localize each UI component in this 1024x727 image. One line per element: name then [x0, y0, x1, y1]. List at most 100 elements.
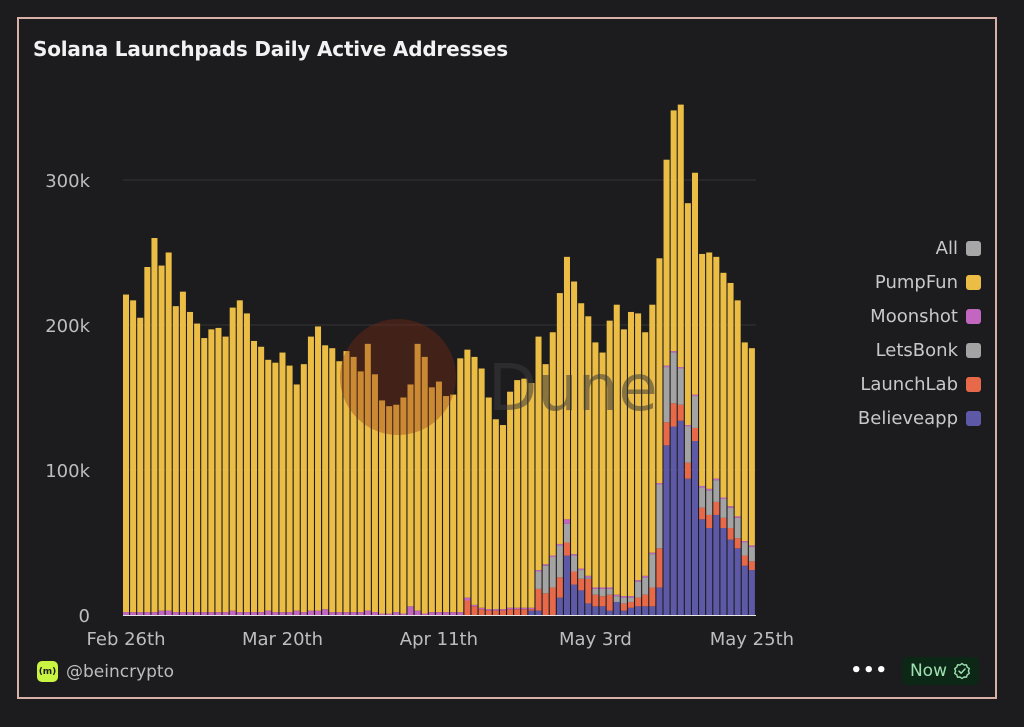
- bar-letsbonk[interactable]: [585, 577, 592, 579]
- bar-moonshot[interactable]: [137, 612, 144, 615]
- bar-launchlab[interactable]: [542, 593, 549, 615]
- bar-launchlab[interactable]: [649, 587, 656, 607]
- bar-moonshot[interactable]: [329, 612, 336, 615]
- bar-believeapp[interactable]: [599, 606, 606, 615]
- bar-moonshot[interactable]: [627, 596, 634, 598]
- bar-moonshot[interactable]: [492, 609, 499, 611]
- bar-launchlab[interactable]: [549, 587, 556, 615]
- bar-letsbonk[interactable]: [535, 571, 542, 589]
- bar-believeapp[interactable]: [585, 603, 592, 615]
- bar-stack[interactable]: [734, 300, 741, 615]
- bar-stack[interactable]: [521, 378, 528, 615]
- bar-pumpfun[interactable]: [428, 387, 435, 613]
- bar-pumpfun[interactable]: [499, 425, 506, 610]
- bar-pumpfun[interactable]: [201, 338, 208, 613]
- bar-stack[interactable]: [592, 342, 599, 615]
- bar-pumpfun[interactable]: [286, 365, 293, 613]
- bar-pumpfun[interactable]: [300, 364, 307, 613]
- bar-stack[interactable]: [322, 345, 329, 615]
- legend-item-all[interactable]: All: [858, 231, 981, 265]
- bar-stack[interactable]: [286, 365, 293, 615]
- bar-letsbonk[interactable]: [684, 426, 691, 463]
- bar-pumpfun[interactable]: [343, 351, 350, 613]
- bar-moonshot[interactable]: [236, 612, 243, 615]
- bar-moonshot[interactable]: [727, 506, 734, 508]
- bar-pumpfun[interactable]: [478, 368, 485, 608]
- bar-believeapp[interactable]: [691, 441, 698, 615]
- bar-launchlab[interactable]: [499, 610, 506, 615]
- bar-pumpfun[interactable]: [592, 342, 599, 588]
- bar-stack[interactable]: [670, 110, 677, 615]
- bar-launchlab[interactable]: [492, 610, 499, 615]
- bar-stack[interactable]: [151, 238, 158, 615]
- bar-pumpfun[interactable]: [620, 329, 627, 597]
- bar-pumpfun[interactable]: [613, 304, 620, 595]
- bar-pumpfun[interactable]: [179, 291, 186, 613]
- bar-moonshot[interactable]: [578, 568, 585, 571]
- bar-pumpfun[interactable]: [535, 336, 542, 571]
- legend-item-moonshot[interactable]: Moonshot: [858, 299, 981, 333]
- bar-stack[interactable]: [137, 317, 144, 615]
- bar-moonshot[interactable]: [478, 607, 485, 610]
- bar-pumpfun[interactable]: [734, 300, 741, 517]
- bar-stack[interactable]: [478, 368, 485, 616]
- more-options-icon[interactable]: •••: [850, 660, 888, 681]
- bar-launchlab[interactable]: [578, 578, 585, 591]
- bar-launchlab[interactable]: [677, 404, 684, 421]
- bar-moonshot[interactable]: [371, 612, 378, 615]
- bar-pumpfun[interactable]: [322, 345, 329, 610]
- bar-moonshot[interactable]: [563, 519, 570, 524]
- bar-pumpfun[interactable]: [236, 300, 243, 613]
- bar-believeapp[interactable]: [635, 606, 642, 615]
- bar-pumpfun[interactable]: [272, 362, 279, 613]
- bar-moonshot[interactable]: [585, 575, 592, 578]
- bar-pumpfun[interactable]: [464, 349, 471, 598]
- bar-moonshot[interactable]: [286, 612, 293, 615]
- bar-moonshot[interactable]: [272, 612, 279, 615]
- bar-letsbonk[interactable]: [613, 596, 620, 602]
- bar-pumpfun[interactable]: [194, 323, 201, 613]
- bar-letsbonk[interactable]: [649, 554, 656, 588]
- bar-moonshot[interactable]: [172, 612, 179, 615]
- bar-stack[interactable]: [315, 326, 322, 615]
- bar-stack[interactable]: [258, 346, 265, 615]
- bar-pumpfun[interactable]: [656, 258, 663, 484]
- bar-moonshot[interactable]: [485, 609, 492, 611]
- bar-letsbonk[interactable]: [713, 480, 720, 502]
- author-handle[interactable]: @beincrypto: [66, 661, 175, 682]
- bar-launchlab[interactable]: [734, 538, 741, 549]
- bar-stack[interactable]: [684, 203, 691, 615]
- bar-moonshot[interactable]: [592, 587, 599, 589]
- bar-launchlab[interactable]: [713, 501, 720, 515]
- bar-pumpfun[interactable]: [393, 404, 400, 613]
- bar-moonshot[interactable]: [499, 609, 506, 611]
- bar-stack[interactable]: [713, 256, 720, 615]
- bar-stack[interactable]: [435, 381, 442, 615]
- bar-launchlab[interactable]: [571, 571, 578, 585]
- bar-launchlab[interactable]: [507, 609, 514, 615]
- bar-stack[interactable]: [201, 338, 208, 615]
- bar-stack[interactable]: [556, 293, 563, 615]
- freshness-badge[interactable]: Now: [901, 657, 979, 685]
- bar-moonshot[interactable]: [699, 485, 706, 488]
- bar-launchlab[interactable]: [699, 507, 706, 520]
- bar-stack[interactable]: [450, 394, 457, 615]
- bar-stack[interactable]: [428, 387, 435, 615]
- bar-believeapp[interactable]: [571, 584, 578, 615]
- bar-moonshot[interactable]: [407, 606, 414, 615]
- bar-pumpfun[interactable]: [371, 374, 378, 613]
- bar-moonshot[interactable]: [450, 612, 457, 615]
- bar-launchlab[interactable]: [521, 609, 528, 615]
- bar-moonshot[interactable]: [165, 610, 172, 615]
- bar-letsbonk[interactable]: [563, 523, 570, 543]
- bar-stack[interactable]: [599, 352, 606, 615]
- bar-stack[interactable]: [620, 329, 627, 615]
- bar-moonshot[interactable]: [663, 365, 670, 368]
- bar-moonshot[interactable]: [556, 543, 563, 546]
- bar-stack[interactable]: [350, 356, 357, 615]
- bar-moonshot[interactable]: [528, 607, 535, 610]
- bar-letsbonk[interactable]: [741, 542, 748, 556]
- bar-stack[interactable]: [585, 316, 592, 615]
- bar-moonshot[interactable]: [300, 612, 307, 615]
- legend-item-believeapp[interactable]: Believeapp: [858, 401, 981, 435]
